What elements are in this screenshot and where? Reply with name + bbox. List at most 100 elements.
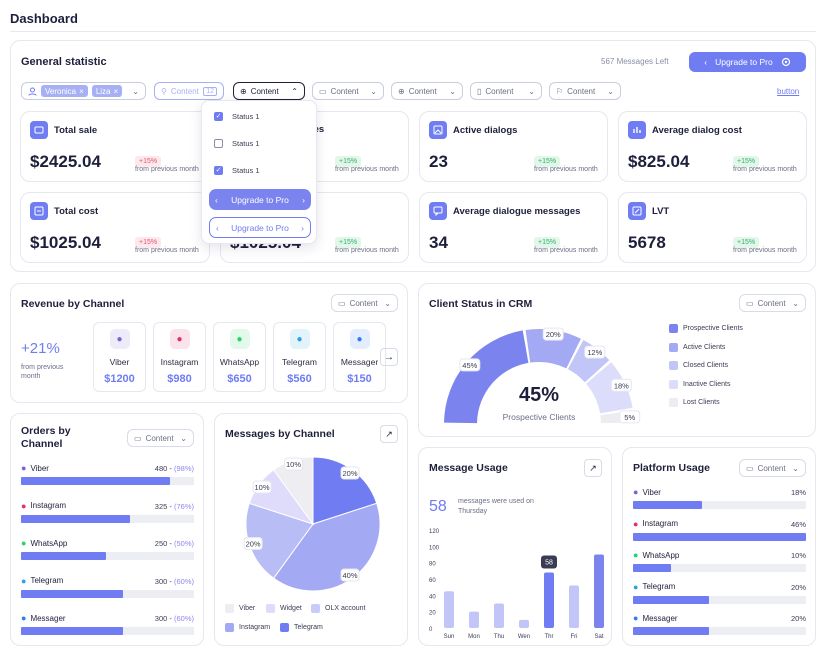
usage-bar[interactable] xyxy=(494,603,504,629)
channel-tile[interactable]: ● Viber $1200 xyxy=(93,322,146,392)
crm-legend-item: Active Clients xyxy=(669,342,725,352)
bookmark-icon: ▯ xyxy=(477,86,482,96)
messages-pie: 20% 40% 20% 10% 10% xyxy=(243,456,381,592)
pie-legend-item: Telegram xyxy=(280,623,323,632)
platform-row-label: ● Viber xyxy=(633,487,661,497)
content-filter[interactable]: ▯ Content ⌄ xyxy=(470,82,542,100)
content-filter[interactable]: ⚐ Content ⌄ xyxy=(549,82,621,100)
legend-swatch xyxy=(225,623,234,632)
chevron-down-icon: ⌄ xyxy=(449,86,456,96)
status-option[interactable]: ✓ Status 1 xyxy=(214,112,260,121)
usage-bar[interactable] xyxy=(469,611,479,628)
x-tick-label: Sat xyxy=(594,634,603,640)
svg-text:45%: 45% xyxy=(462,361,477,370)
calendar-icon: ▭ xyxy=(134,433,142,443)
telegram-icon: ● xyxy=(633,581,639,592)
usage-bar[interactable] xyxy=(569,585,579,628)
upgrade-button[interactable]: ‹ Upgrade to Pro xyxy=(689,52,806,72)
usage-bar[interactable] xyxy=(594,554,604,629)
platform-row-pct: 10% xyxy=(790,551,806,560)
platform-row-label: ● Telegram xyxy=(633,581,676,592)
usage-bar-chart: 120 100 80 60 40 20 0 Sun Mon Thu Wen Thr 58 Fri Sat xyxy=(429,529,604,640)
channel-tile[interactable]: ● Telegram $560 xyxy=(273,322,326,392)
channel-tile[interactable]: ● Messager $150 xyxy=(333,322,386,392)
share-icon: ⚲ xyxy=(161,86,167,96)
status-option[interactable]: ✓ Status 1 xyxy=(214,166,260,175)
svg-text:5%: 5% xyxy=(624,413,635,422)
trend-badge: +15% xyxy=(534,156,561,167)
channel-tile[interactable]: ● WhatsApp $650 xyxy=(213,322,266,392)
revenue-card: Revenue by Channel ▭ Content ⌄ +21% from p… xyxy=(10,283,408,403)
chevron-down-icon: ⌄ xyxy=(384,298,391,308)
chat-image-icon xyxy=(429,121,447,139)
checkbox-icon[interactable] xyxy=(214,139,223,148)
filter-icon: ⚐ xyxy=(556,86,564,96)
messages-channel-card: Messages by Channel ↗ 20% 40% 20% 10% 10% Vi… xyxy=(214,413,408,646)
pie-slice-label: 20% xyxy=(340,466,360,480)
y-tick-label: 20 xyxy=(429,611,436,617)
crm-legend-item: Lost Clients xyxy=(669,398,720,407)
filter-tag[interactable]: Liza × xyxy=(91,85,123,97)
platform-dropdown[interactable]: ▭ Content ⌄ xyxy=(739,459,806,477)
revenue-dropdown[interactable]: ▭ Content ⌄ xyxy=(331,294,398,312)
x-tick-label: Sun xyxy=(444,634,455,640)
crm-card: Client Status in CRM ▭ Content ⌄ 45% 20% 12%… xyxy=(418,283,816,437)
usage-bar-tooltip: 58 xyxy=(541,555,557,569)
stat-note: from previous month xyxy=(335,247,399,254)
crm-segment-label: 12% xyxy=(584,345,606,359)
svg-text:58: 58 xyxy=(545,559,553,566)
content-filter[interactable]: ⊕ Content ⌄ xyxy=(391,82,463,100)
stat-card-average-dialog-cost: Average dialog cost $825.04 +15% from pr… xyxy=(618,111,807,182)
y-tick-label: 100 xyxy=(429,545,440,551)
orders-bar-fill xyxy=(21,589,124,598)
content-filter-count[interactable]: ⚲ Content 12 xyxy=(154,82,224,100)
whatsapp-icon: ● xyxy=(633,550,639,560)
stat-card-avg-dialogue-messages: Average dialogue messages 34 +15% from p… xyxy=(419,192,608,263)
button-link[interactable]: button xyxy=(777,87,800,96)
platform-title: Platform Usage xyxy=(633,462,711,474)
chevron-down-icon: ⌄ xyxy=(607,86,614,96)
crm-dropdown[interactable]: ▭ Content ⌄ xyxy=(739,294,806,312)
stat-note: from previous month xyxy=(135,247,199,254)
svg-text:20%: 20% xyxy=(343,469,358,478)
close-icon[interactable]: × xyxy=(113,86,119,96)
content-filter-open[interactable]: ⊕ Content ⌃ xyxy=(233,82,305,100)
chevron-right-icon: › xyxy=(302,194,305,205)
platform-row-label: ● Instagram xyxy=(633,518,679,529)
chevron-up-icon: ⌃ xyxy=(291,86,298,96)
filter-tag[interactable]: Veronica × xyxy=(41,85,88,97)
usage-bar[interactable] xyxy=(444,591,454,628)
platform-bar-fill xyxy=(633,501,702,509)
orders-dropdown[interactable]: ▭ Content ⌄ xyxy=(127,429,194,447)
svg-text:10%: 10% xyxy=(255,483,270,492)
stat-note: from previous month xyxy=(733,166,797,173)
close-icon[interactable]: × xyxy=(79,86,84,96)
platform-bar-track xyxy=(633,627,806,635)
stat-note: from previous month xyxy=(534,166,598,173)
content-filter[interactable]: ▭ Content ⌄ xyxy=(312,82,384,100)
arrow-right-icon[interactable]: → xyxy=(380,348,398,366)
telegram-icon: ● xyxy=(21,575,27,586)
stat-label: les xyxy=(311,124,325,135)
platform-bar-track xyxy=(633,532,806,541)
status-dropdown: ✓ Status 1 Status 1 ✓ Status 1 ‹ Upgrade … xyxy=(201,100,317,244)
channel-tile[interactable]: ● Instagram $980 xyxy=(153,322,206,392)
stat-card-total-sale: Total sale $2425.04 +15% from previous m… xyxy=(20,111,210,182)
checkbox-checked-icon[interactable]: ✓ xyxy=(214,112,223,121)
usage-bar[interactable] xyxy=(544,572,554,628)
pie-legend-item: Widget xyxy=(266,604,302,613)
platform-row-pct: 20% xyxy=(790,614,806,623)
platform-row-pct: 46% xyxy=(790,519,806,529)
user-filter[interactable]: Veronica × Liza × ⌄ xyxy=(21,82,146,100)
trend-badge: +15% xyxy=(733,156,760,167)
revenue-title: Revenue by Channel xyxy=(21,298,125,310)
expand-arrow-icon[interactable]: ↗ xyxy=(380,425,398,443)
usage-bar[interactable] xyxy=(519,619,529,628)
expand-arrow-icon[interactable]: ↗ xyxy=(584,459,602,477)
dropdown-upgrade-primary[interactable]: ‹ Upgrade to Pro › xyxy=(209,189,311,210)
checkbox-checked-icon[interactable]: ✓ xyxy=(214,166,223,175)
dropdown-upgrade-secondary[interactable]: ‹ Upgrade to Pro › xyxy=(209,217,311,238)
x-tick-label: Mon xyxy=(468,634,480,640)
whatsapp-icon: ● xyxy=(21,538,27,548)
status-option[interactable]: Status 1 xyxy=(214,139,260,148)
